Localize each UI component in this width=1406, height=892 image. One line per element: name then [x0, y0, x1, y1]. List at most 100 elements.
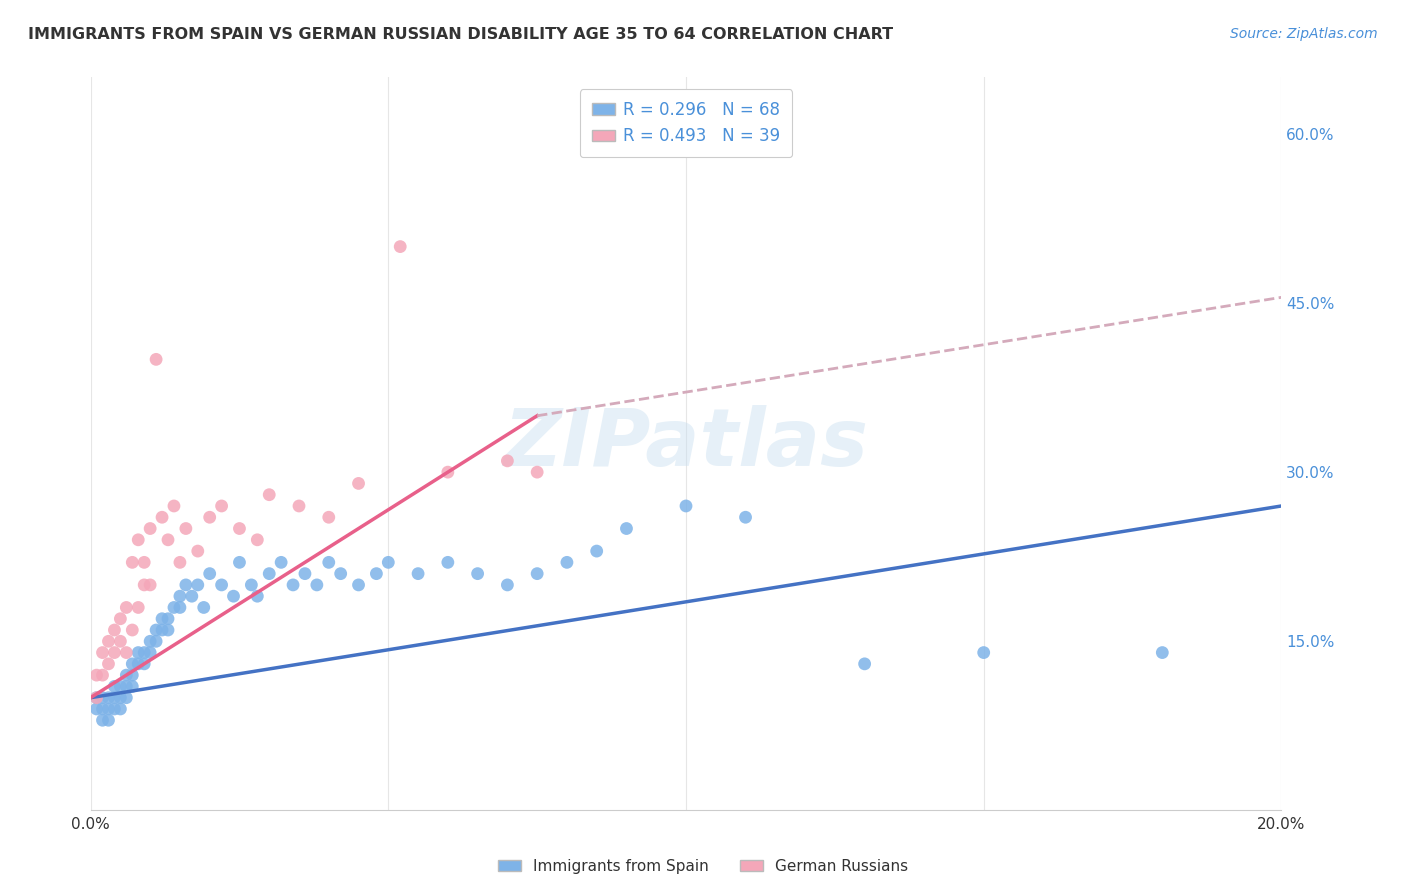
Point [163, 600, 186, 615]
Point [347, 476, 370, 491]
Point [110, 612, 132, 626]
Point [127, 657, 149, 671]
Point [437, 465, 460, 479]
Point [115, 690, 138, 705]
Point [110, 634, 132, 648]
Point [127, 646, 149, 660]
Point [180, 589, 202, 603]
Point [329, 566, 352, 581]
Point [526, 465, 548, 479]
Point [139, 522, 162, 536]
Point [555, 555, 578, 569]
Point [103, 690, 125, 705]
Point [121, 657, 143, 671]
Point [246, 533, 269, 547]
Point [163, 499, 186, 513]
Point [110, 680, 132, 694]
Point [115, 646, 138, 660]
Point [156, 623, 179, 637]
Point [198, 510, 221, 524]
Point [377, 555, 399, 569]
Legend: Immigrants from Spain, German Russians: Immigrants from Spain, German Russians [492, 853, 914, 880]
Point [121, 680, 143, 694]
Point [86, 668, 108, 682]
Text: IMMIGRANTS FROM SPAIN VS GERMAN RUSSIAN DISABILITY AGE 35 TO 64 CORRELATION CHAR: IMMIGRANTS FROM SPAIN VS GERMAN RUSSIAN … [28, 27, 893, 42]
Point [115, 600, 138, 615]
Point [97, 713, 120, 727]
Point [110, 690, 132, 705]
Point [246, 589, 269, 603]
Point [169, 600, 191, 615]
Legend: R = 0.296   N = 68, R = 0.493   N = 39: R = 0.296 N = 68, R = 0.493 N = 39 [579, 89, 792, 157]
Point [616, 522, 638, 536]
Point [257, 566, 280, 581]
Point [134, 578, 156, 592]
Point [257, 488, 280, 502]
Point [853, 657, 876, 671]
Point [91, 646, 114, 660]
Point [318, 510, 340, 524]
Point [156, 533, 179, 547]
Point [366, 566, 388, 581]
Point [187, 544, 209, 558]
Point [91, 690, 114, 705]
Point [211, 499, 233, 513]
Point [437, 555, 460, 569]
Point [139, 578, 162, 592]
Point [526, 566, 548, 581]
Point [97, 702, 120, 716]
Point [169, 555, 191, 569]
Point [228, 522, 250, 536]
Point [240, 578, 263, 592]
Point [110, 702, 132, 716]
Point [187, 578, 209, 592]
Point [91, 713, 114, 727]
Point [97, 634, 120, 648]
Point [675, 499, 697, 513]
Point [139, 646, 162, 660]
Point [150, 510, 173, 524]
Point [281, 578, 304, 592]
Point [86, 690, 108, 705]
Point [145, 352, 167, 367]
Point [103, 646, 125, 660]
Point [467, 566, 489, 581]
Point [585, 544, 607, 558]
Point [121, 555, 143, 569]
Point [156, 612, 179, 626]
Point [406, 566, 429, 581]
Point [318, 555, 340, 569]
Point [1152, 646, 1174, 660]
Point [127, 600, 149, 615]
Point [222, 589, 245, 603]
Point [115, 680, 138, 694]
Point [496, 454, 519, 468]
Point [97, 690, 120, 705]
Point [198, 566, 221, 581]
Point [211, 578, 233, 592]
Text: ZIPatlas: ZIPatlas [503, 405, 869, 483]
Point [134, 657, 156, 671]
Point [174, 578, 197, 592]
Point [139, 634, 162, 648]
Point [103, 680, 125, 694]
Point [103, 702, 125, 716]
Point [228, 555, 250, 569]
Point [288, 499, 311, 513]
Point [134, 555, 156, 569]
Point [134, 646, 156, 660]
Point [86, 702, 108, 716]
Point [270, 555, 292, 569]
Point [973, 646, 995, 660]
Point [347, 578, 370, 592]
Point [145, 623, 167, 637]
Point [103, 623, 125, 637]
Point [115, 668, 138, 682]
Point [97, 657, 120, 671]
Point [294, 566, 316, 581]
Point [121, 623, 143, 637]
Point [91, 702, 114, 716]
Point [127, 533, 149, 547]
Point [121, 668, 143, 682]
Point [734, 510, 756, 524]
